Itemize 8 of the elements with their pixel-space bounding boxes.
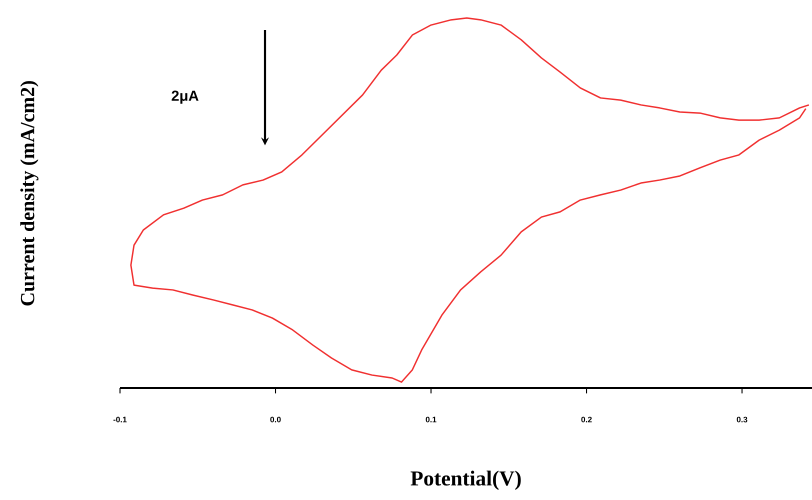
annotation: 2μA xyxy=(172,90,199,104)
x-tick-label: 0.3 xyxy=(736,416,748,422)
x-tick-label: 0.2 xyxy=(581,416,592,422)
y-axis-title: Current density (mA/cm2) xyxy=(20,81,38,306)
x-tick-label: 0.1 xyxy=(426,416,436,422)
x-tick-label: 0.0 xyxy=(270,416,281,422)
x-axis-title: Potential(V) xyxy=(410,470,521,490)
x-tick-label: -0.1 xyxy=(113,416,127,422)
